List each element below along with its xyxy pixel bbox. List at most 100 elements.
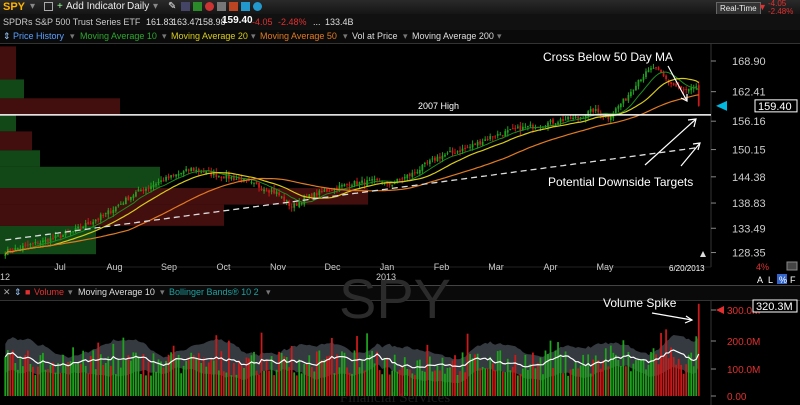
candle-body[interactable]: [47, 238, 49, 243]
volume-bar[interactable]: [258, 374, 260, 396]
candle-body[interactable]: [145, 188, 147, 191]
candle-body[interactable]: [270, 190, 273, 192]
volume-bar[interactable]: [97, 342, 100, 396]
candle-body[interactable]: [87, 221, 90, 225]
volume-bar[interactable]: [426, 344, 429, 396]
volume-bar[interactable]: [315, 351, 318, 396]
candle-body[interactable]: [42, 240, 44, 243]
study-volume-ma[interactable]: Moving Average 10: [78, 287, 155, 297]
volume-bar[interactable]: [32, 366, 34, 396]
candle-body[interactable]: [99, 214, 102, 221]
drawing-tools-icon[interactable]: ✎: [168, 1, 177, 12]
volume-bar[interactable]: [348, 372, 351, 396]
volume-bar[interactable]: [69, 361, 72, 396]
volume-bar[interactable]: [491, 363, 494, 396]
volume-bar[interactable]: [662, 355, 665, 396]
volume-bar[interactable]: [529, 364, 532, 396]
volume-bar[interactable]: [19, 356, 22, 396]
bar-chart-icon[interactable]: [193, 0, 203, 14]
candle-body[interactable]: [192, 167, 195, 172]
volume-bar[interactable]: [37, 366, 39, 396]
study-dropdown-icon[interactable]: ▾: [160, 287, 165, 297]
volume-bar[interactable]: [351, 373, 353, 396]
volume-bar[interactable]: [182, 365, 185, 396]
candle-body[interactable]: [403, 176, 406, 179]
volume-bar[interactable]: [624, 366, 627, 396]
candle-body[interactable]: [401, 178, 404, 180]
candle-body[interactable]: [167, 176, 170, 179]
timeframe-dropdown-icon[interactable]: ▾: [153, 1, 159, 12]
candle-body[interactable]: [647, 70, 650, 73]
volume-bar[interactable]: [521, 368, 524, 396]
candle-body[interactable]: [114, 206, 117, 212]
volume-bar[interactable]: [597, 360, 600, 396]
candle-body[interactable]: [695, 86, 698, 88]
candle-body[interactable]: [162, 180, 165, 182]
volume-bar[interactable]: [64, 365, 67, 396]
candle-body[interactable]: [177, 174, 180, 176]
volume-bar[interactable]: [559, 354, 562, 396]
candle-body[interactable]: [59, 235, 62, 239]
candle-body[interactable]: [373, 179, 376, 181]
candle-body[interactable]: [552, 119, 554, 124]
volume-bar[interactable]: [175, 359, 177, 396]
volume-bar[interactable]: [323, 359, 326, 396]
candle-body[interactable]: [220, 176, 223, 178]
volume-bar[interactable]: [481, 366, 484, 396]
volume-bar[interactable]: [567, 375, 569, 396]
volume-bar[interactable]: [471, 358, 474, 396]
volume-bar[interactable]: [539, 357, 542, 396]
volume-bar[interactable]: [373, 363, 376, 396]
volume-bar[interactable]: [423, 371, 426, 396]
volume-bar[interactable]: [293, 372, 296, 396]
volume-bar[interactable]: [167, 354, 170, 396]
candle-body[interactable]: [665, 75, 667, 80]
candle-body[interactable]: [202, 171, 205, 173]
volume-bar[interactable]: [371, 350, 373, 396]
volume-bar[interactable]: [582, 354, 585, 396]
candle-body[interactable]: [429, 160, 431, 164]
candle-body[interactable]: [569, 117, 572, 120]
volume-bar[interactable]: [333, 373, 336, 396]
candle-body[interactable]: [587, 111, 590, 117]
volume-bar[interactable]: [243, 367, 245, 396]
candle-body[interactable]: [343, 184, 346, 187]
candle-body[interactable]: [371, 179, 373, 181]
volume-bar[interactable]: [501, 371, 504, 396]
volume-bar[interactable]: [441, 357, 444, 396]
volume-bar[interactable]: [92, 350, 95, 396]
candle-body[interactable]: [32, 242, 34, 244]
volume-bar[interactable]: [587, 354, 590, 396]
candle-body[interactable]: [130, 197, 132, 200]
volume-bar[interactable]: [572, 368, 574, 396]
candle-body[interactable]: [491, 136, 494, 138]
candle-body[interactable]: [313, 192, 316, 198]
candle-body[interactable]: [622, 98, 625, 104]
volume-bar[interactable]: [429, 356, 431, 396]
volume-bar[interactable]: [665, 329, 667, 396]
candle-body[interactable]: [624, 98, 627, 101]
candle-body[interactable]: [549, 120, 552, 122]
volume-bar[interactable]: [687, 354, 690, 396]
volume-bar[interactable]: [99, 354, 102, 396]
volume-bar[interactable]: [416, 360, 419, 396]
candle-body[interactable]: [353, 180, 356, 186]
volume-bar[interactable]: [104, 362, 107, 396]
volume-bar[interactable]: [642, 358, 645, 396]
candle-body[interactable]: [215, 172, 218, 178]
candle-body[interactable]: [348, 184, 351, 187]
volume-bar[interactable]: [238, 360, 240, 396]
volume-bar[interactable]: [592, 359, 595, 396]
candle-body[interactable]: [185, 168, 188, 171]
candle-body[interactable]: [268, 190, 270, 193]
candle-body[interactable]: [278, 192, 281, 196]
candle-body[interactable]: [338, 185, 341, 190]
volume-bar[interactable]: [270, 356, 273, 396]
volume-bar[interactable]: [511, 366, 514, 396]
candle-body[interactable]: [273, 189, 275, 194]
candle-body[interactable]: [77, 226, 80, 229]
volume-bar[interactable]: [331, 337, 333, 396]
volume-bar[interactable]: [300, 373, 303, 396]
volume-bar[interactable]: [361, 360, 363, 396]
